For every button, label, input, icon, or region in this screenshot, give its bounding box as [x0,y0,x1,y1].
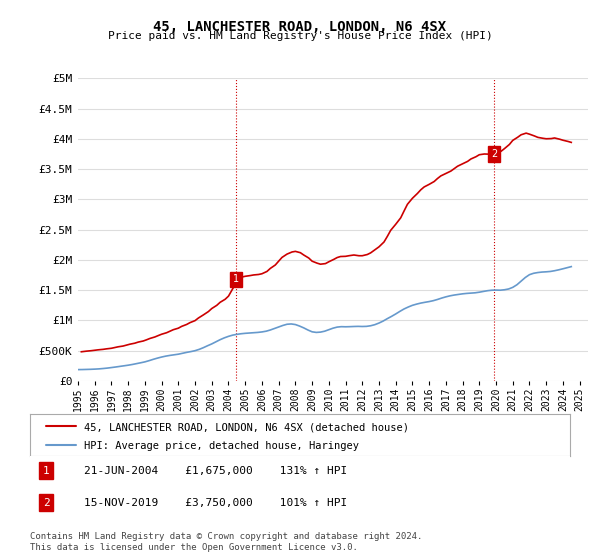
Text: 1: 1 [233,274,239,284]
Text: 21-JUN-2004    £1,675,000    131% ↑ HPI: 21-JUN-2004 £1,675,000 131% ↑ HPI [84,465,347,475]
Text: 45, LANCHESTER ROAD, LONDON, N6 4SX: 45, LANCHESTER ROAD, LONDON, N6 4SX [154,20,446,34]
Text: 2: 2 [491,149,497,159]
Text: 15-NOV-2019    £3,750,000    101% ↑ HPI: 15-NOV-2019 £3,750,000 101% ↑ HPI [84,498,347,508]
Text: Price paid vs. HM Land Registry's House Price Index (HPI): Price paid vs. HM Land Registry's House … [107,31,493,41]
Text: Contains HM Land Registry data © Crown copyright and database right 2024.
This d: Contains HM Land Registry data © Crown c… [30,532,422,552]
Text: 1: 1 [43,465,50,475]
Text: 2: 2 [43,498,50,508]
Text: HPI: Average price, detached house, Haringey: HPI: Average price, detached house, Hari… [84,441,359,451]
Text: 45, LANCHESTER ROAD, LONDON, N6 4SX (detached house): 45, LANCHESTER ROAD, LONDON, N6 4SX (det… [84,423,409,433]
